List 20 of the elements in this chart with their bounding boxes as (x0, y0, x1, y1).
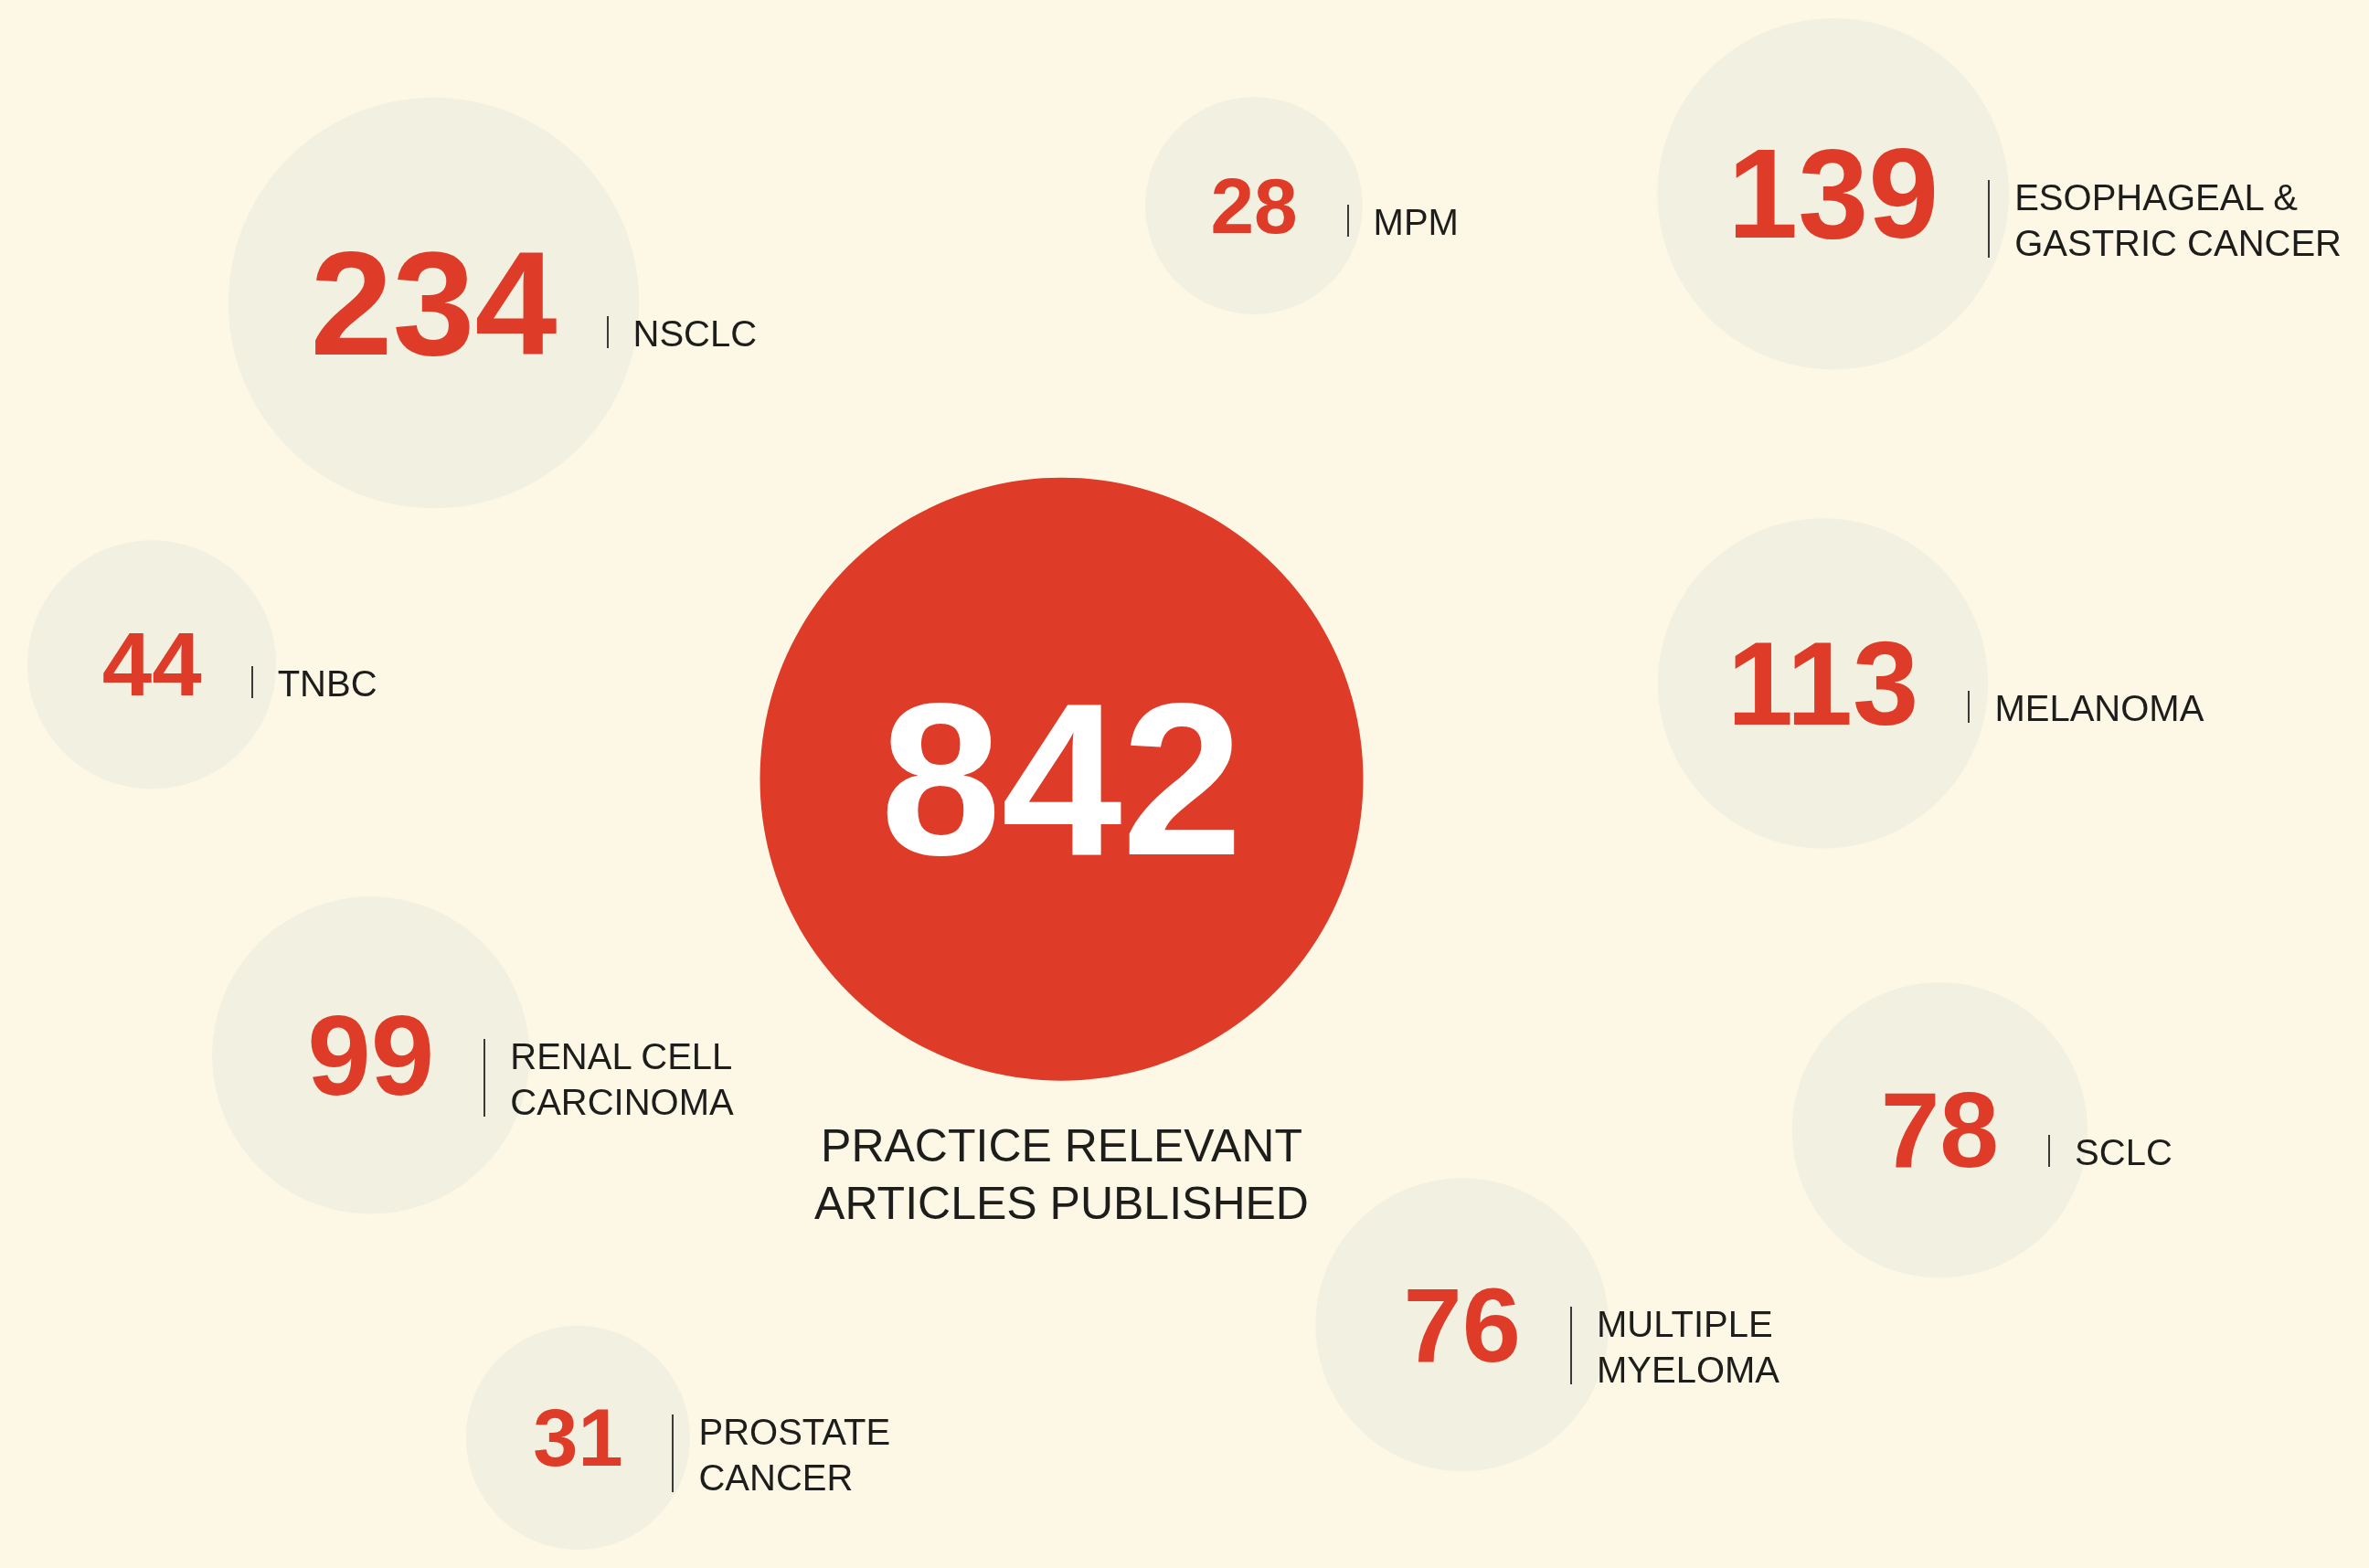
category-label: SCLC (2075, 1132, 2172, 1173)
data-label: 234 (310, 220, 558, 386)
category-label: RENAL CELL CARCINOMA (510, 1035, 735, 1122)
category-label: MULTIPLE MYELOMA (1596, 1303, 1780, 1390)
data-label: 113 (1726, 616, 1919, 750)
category-label: MELANOMA (1994, 687, 2204, 728)
category-label: MPM (1373, 201, 1459, 242)
data-label: 99 (307, 991, 435, 1119)
data-label: 31 (533, 1392, 623, 1483)
category-label: PRACTICE RELEVANT ARTICLES PUBLISHED (814, 1119, 1309, 1229)
data-label: 842 (880, 658, 1243, 901)
data-label: 139 (1727, 123, 1939, 265)
category-label: ESOPHAGEAL & GASTRIC CANCER (2014, 177, 2342, 264)
category-label: NSCLC (632, 313, 758, 355)
data-label: 28 (1210, 162, 1298, 249)
data-label: 78 (1880, 1070, 2000, 1190)
category-label: TNBC (277, 662, 377, 704)
data-label: 44 (101, 614, 202, 715)
category-label: PROSTATE CANCER (698, 1411, 891, 1498)
data-label: 76 (1403, 1266, 1521, 1384)
